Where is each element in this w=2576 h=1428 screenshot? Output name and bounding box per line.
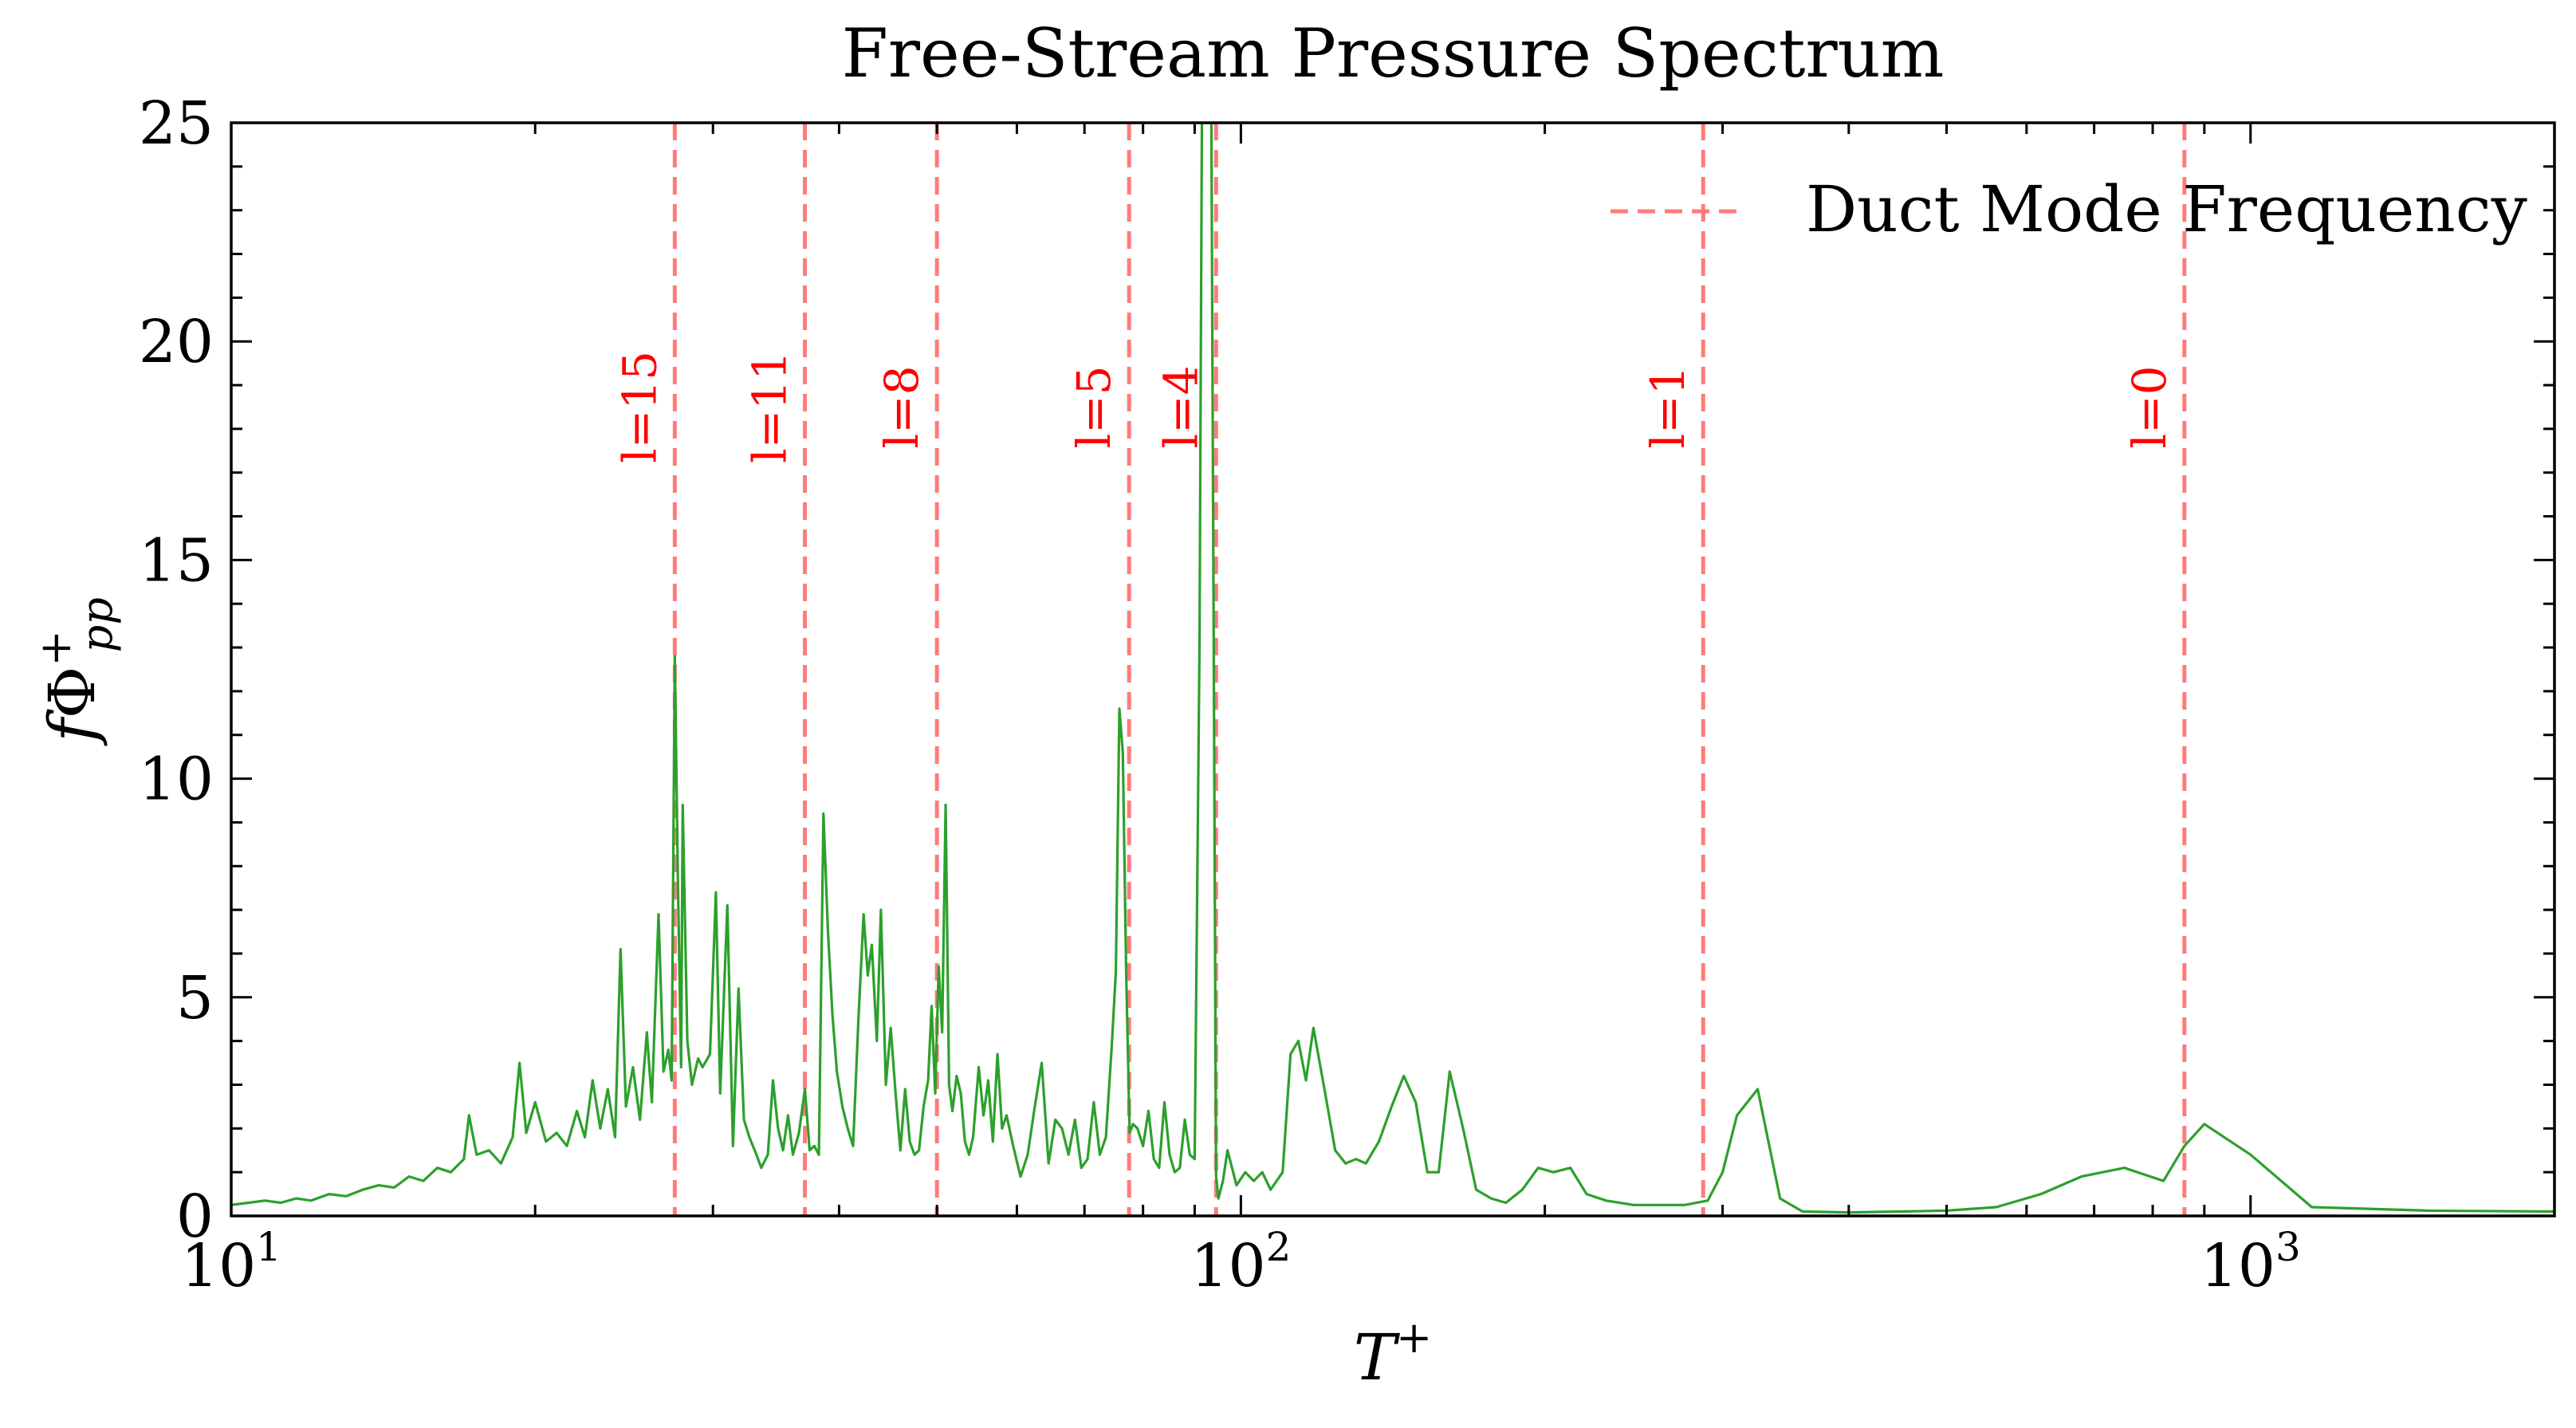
y-tick-labels: 0 5 10 15 20 25 [139, 89, 214, 1251]
y-axis-label: fΦ+pp [30, 597, 122, 746]
spectrum-series [231, 123, 2554, 1214]
plot-background [231, 123, 2554, 1216]
duct-mode-label: l=1 [1641, 365, 1695, 448]
x-tick-label: 103 [2200, 1224, 2301, 1300]
duct-mode-label: l=8 [875, 365, 929, 448]
plot-area: l=15 l=11 l=8 l=5 l=4 l=1 l=0 [230, 121, 2556, 1218]
x-tick-label-base: 10 [1190, 1232, 1265, 1300]
y-tick-label: 0 [176, 1182, 214, 1251]
y-axis-label-sub: pp [72, 597, 122, 652]
chart-title: Free-Stream Pressure Spectrum [842, 14, 1945, 92]
x-tick-label-base: 10 [181, 1232, 256, 1300]
y-tick-label: 20 [139, 308, 214, 376]
x-tick-label: 101 [181, 1224, 281, 1300]
y-tick-label: 25 [139, 89, 214, 158]
duct-mode-label: l=15 [612, 351, 667, 463]
legend: Duct Mode Frequency [1610, 172, 2527, 246]
duct-mode-label: l=5 [1067, 365, 1121, 448]
x-tick-label-exp: 3 [2275, 1224, 2301, 1270]
x-tick-label-exp: 2 [1266, 1224, 1292, 1270]
x-axis-label-base: T [1354, 1320, 1401, 1395]
x-axis-label-sup: + [1396, 1312, 1432, 1363]
x-tick-labels: 101 102 103 [181, 1224, 2301, 1300]
duct-mode-label: l=0 [2122, 365, 2177, 448]
y-tick-label: 15 [139, 526, 214, 595]
y-tick-label: 5 [176, 964, 214, 1033]
y-tick-label: 10 [139, 745, 214, 814]
x-tick-label-base: 10 [2200, 1232, 2275, 1300]
x-axis-label: T+ [1354, 1312, 1433, 1395]
y-axis-label-symbol: Φ [35, 667, 109, 719]
duct-mode-label: l=4 [1154, 365, 1208, 448]
duct-mode-label: l=11 [743, 351, 797, 463]
duct-mode-labels: l=15 l=11 l=8 l=5 l=4 l=1 l=0 [612, 351, 2176, 463]
legend-label: Duct Mode Frequency [1806, 172, 2527, 246]
y-axis-label-sup: + [30, 630, 81, 666]
x-tick-label: 102 [1190, 1224, 1291, 1300]
spectrum-line [231, 123, 2554, 1214]
axis-ticks [230, 121, 2556, 1218]
plot-frame [230, 121, 2556, 1218]
x-tick-label-exp: 1 [256, 1224, 281, 1270]
